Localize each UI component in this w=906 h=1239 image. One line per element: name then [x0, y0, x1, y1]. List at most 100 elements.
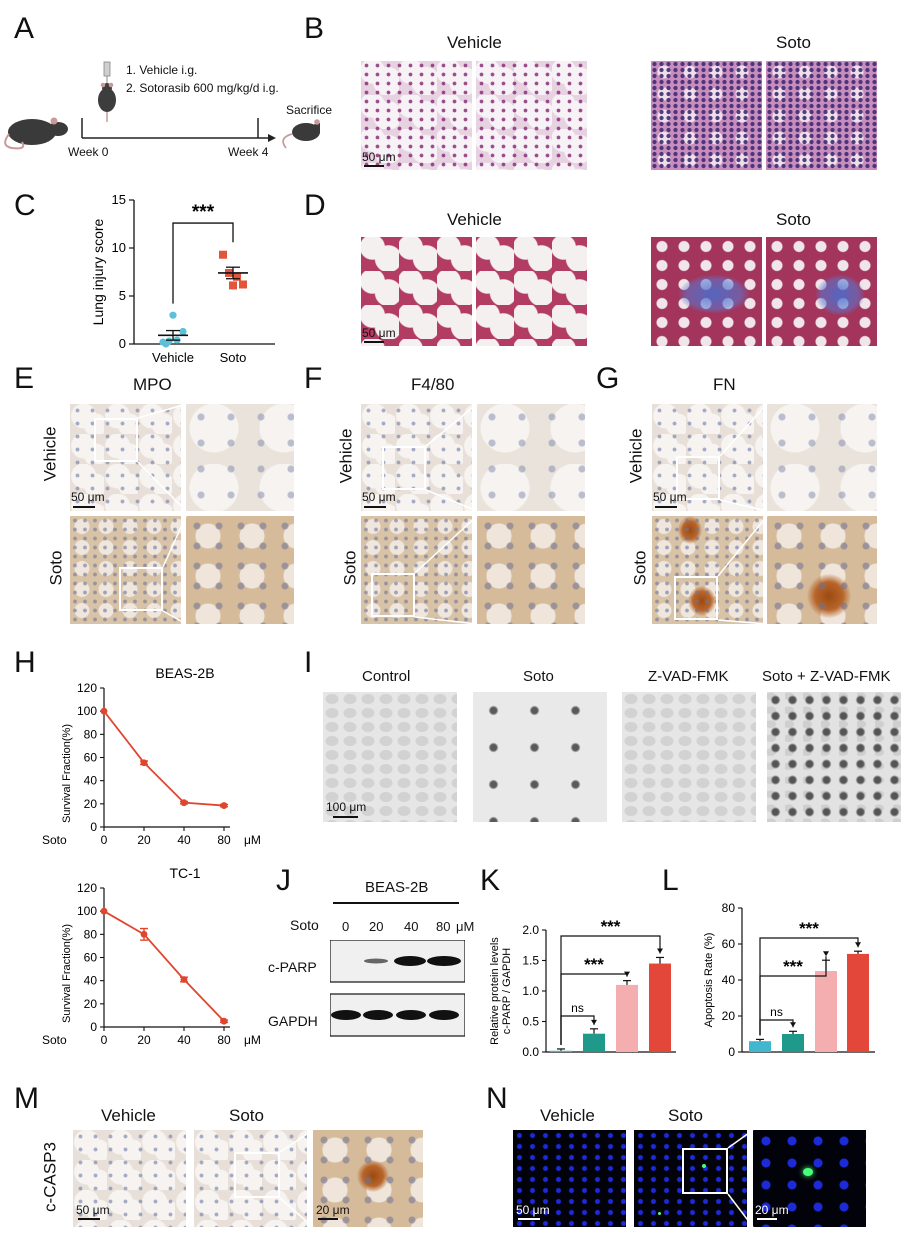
y-tick-label: 15	[112, 192, 126, 207]
zoom-connector-lines	[717, 404, 768, 624]
tunel-positive-spot	[803, 1168, 813, 1176]
y-tick-label: 0	[90, 1020, 97, 1034]
zoom-region-box	[119, 567, 163, 611]
scale-bar-label: 50 μm	[362, 326, 396, 340]
y-tick-label: 20	[84, 797, 98, 811]
scale-bar	[318, 1218, 338, 1220]
x-tick-label: 80	[217, 833, 231, 847]
y-tick-label: 80	[722, 901, 736, 915]
bar	[550, 1050, 572, 1052]
y-tick-label: 2.0	[522, 923, 539, 937]
stain-label-ccasp3: c-CASP3	[40, 1142, 60, 1212]
comparison-label: ***	[799, 919, 819, 938]
row-label-vehicle: Vehicle	[336, 428, 356, 484]
x-tick-label: 0	[558, 1058, 565, 1060]
row-label-vehicle: Vehicle	[40, 426, 60, 482]
scale-bar-label: 20 μm	[316, 1203, 350, 1217]
x-tick-label: 0	[757, 1058, 764, 1060]
group-label-vehicle: Vehicle	[101, 1106, 156, 1125]
panel-label-f: F	[304, 362, 323, 395]
x-axis-unit: μM	[244, 833, 261, 847]
comparison-bracket	[759, 1019, 794, 1036]
x-tick-label: 40	[620, 1058, 634, 1060]
panel-label-g: G	[596, 362, 620, 395]
fn-image-soto	[652, 516, 763, 624]
x-axis-prefix: Soto	[42, 833, 67, 847]
group-label-soto: Soto	[776, 33, 811, 52]
panel-label-h: H	[14, 646, 36, 679]
f480-image-vehicle	[361, 404, 472, 511]
scale-bar-label: 20 μm	[755, 1203, 789, 1217]
mpo-zoom-soto	[186, 516, 294, 624]
panel-label-i: I	[304, 646, 313, 679]
y-axis-label: Survival Fraction(%)	[61, 924, 73, 1023]
scale-bar	[78, 1218, 100, 1220]
chart-title: BEAS-2B	[155, 665, 214, 681]
blot-unit: μM	[456, 919, 475, 934]
column-label-soto-zvad: Soto + Z-VAD-FMK	[762, 668, 891, 685]
y-tick-label: 0.5	[522, 1015, 539, 1029]
survival-chart-beas2b: BEAS-2B 0 20 40 60 80 100 120 Survival Fraction(…	[42, 665, 261, 847]
data-point	[239, 280, 247, 289]
scale-bar-label: 50 μm	[71, 490, 105, 504]
bar	[583, 1033, 605, 1052]
zoom-connector-lines	[727, 1130, 754, 1227]
he-image-vehicle-2	[476, 61, 587, 170]
panel-label-a: A	[14, 12, 35, 45]
f480-image-soto	[361, 516, 472, 624]
mpo-zoom-vehicle	[186, 404, 294, 511]
y-tick-label: 80	[84, 727, 98, 741]
x-tick-label: 0	[101, 1033, 108, 1047]
masson-image-soto-1	[651, 237, 762, 346]
data-point	[100, 907, 108, 915]
blot-row-label-cparp: c-PARP	[268, 959, 317, 975]
scale-bar	[655, 506, 677, 508]
panel-label-j: J	[276, 864, 291, 897]
blot-dose-80: 80	[436, 919, 451, 934]
he-image-soto-1	[651, 61, 762, 170]
protein-level-bar-chart: 0.0 0.5 1.0 1.5 2.0 Relative protein levels c-…	[489, 917, 676, 1060]
cell-image-soto-zvad	[767, 692, 901, 822]
stain-label-mpo: MPO	[133, 375, 172, 394]
y-tick-label: 60	[722, 937, 736, 951]
group-label-soto: Soto	[668, 1106, 703, 1125]
data-point	[179, 327, 187, 336]
masson-image-soto-2	[766, 237, 877, 346]
western-blot-image	[330, 940, 465, 1037]
x-axis-unit: μM	[878, 1058, 895, 1060]
y-tick-label: 100	[77, 904, 97, 918]
masson-image-vehicle-1	[361, 237, 472, 346]
f480-zoom-vehicle	[477, 404, 585, 511]
data-point	[140, 759, 148, 767]
data-point	[180, 799, 188, 807]
scale-bar-label: 50 μm	[76, 1203, 110, 1217]
zoom-region-box	[371, 573, 415, 617]
data-point	[140, 930, 148, 938]
column-label-zvad: Z-VAD-FMK	[648, 668, 729, 685]
scale-bar-label: 50 μm	[362, 490, 396, 504]
column-label-control: Control	[362, 668, 411, 685]
panel-label-e: E	[14, 362, 35, 395]
comparison-arrow	[790, 1022, 796, 1028]
y-tick-label: 1.0	[522, 984, 539, 998]
y-tick-label: 0	[90, 820, 97, 834]
panel-label-l: L	[662, 864, 679, 897]
group-label-vehicle: Vehicle	[447, 33, 502, 52]
mouse-icon	[282, 119, 320, 149]
y-tick-label: 5	[119, 288, 126, 303]
row-label-soto: Soto	[630, 550, 650, 586]
scale-bar	[364, 165, 384, 167]
scale-bar-label: 50 μm	[653, 490, 687, 504]
x-axis-prefix: Soto	[510, 1058, 535, 1060]
panel-label-d: D	[304, 189, 326, 222]
y-tick-label: 120	[77, 681, 97, 695]
fn-zoom-soto	[767, 516, 877, 624]
fn-zoom-vehicle	[767, 404, 877, 511]
comparison-arrow	[624, 971, 630, 977]
data-point	[100, 707, 108, 715]
x-tick-label: 20	[786, 1058, 800, 1060]
data-point	[233, 272, 241, 281]
ccasp3-image-vehicle	[73, 1130, 186, 1227]
mouse-icon	[98, 82, 116, 122]
x-tick-label: 20	[137, 1033, 151, 1047]
